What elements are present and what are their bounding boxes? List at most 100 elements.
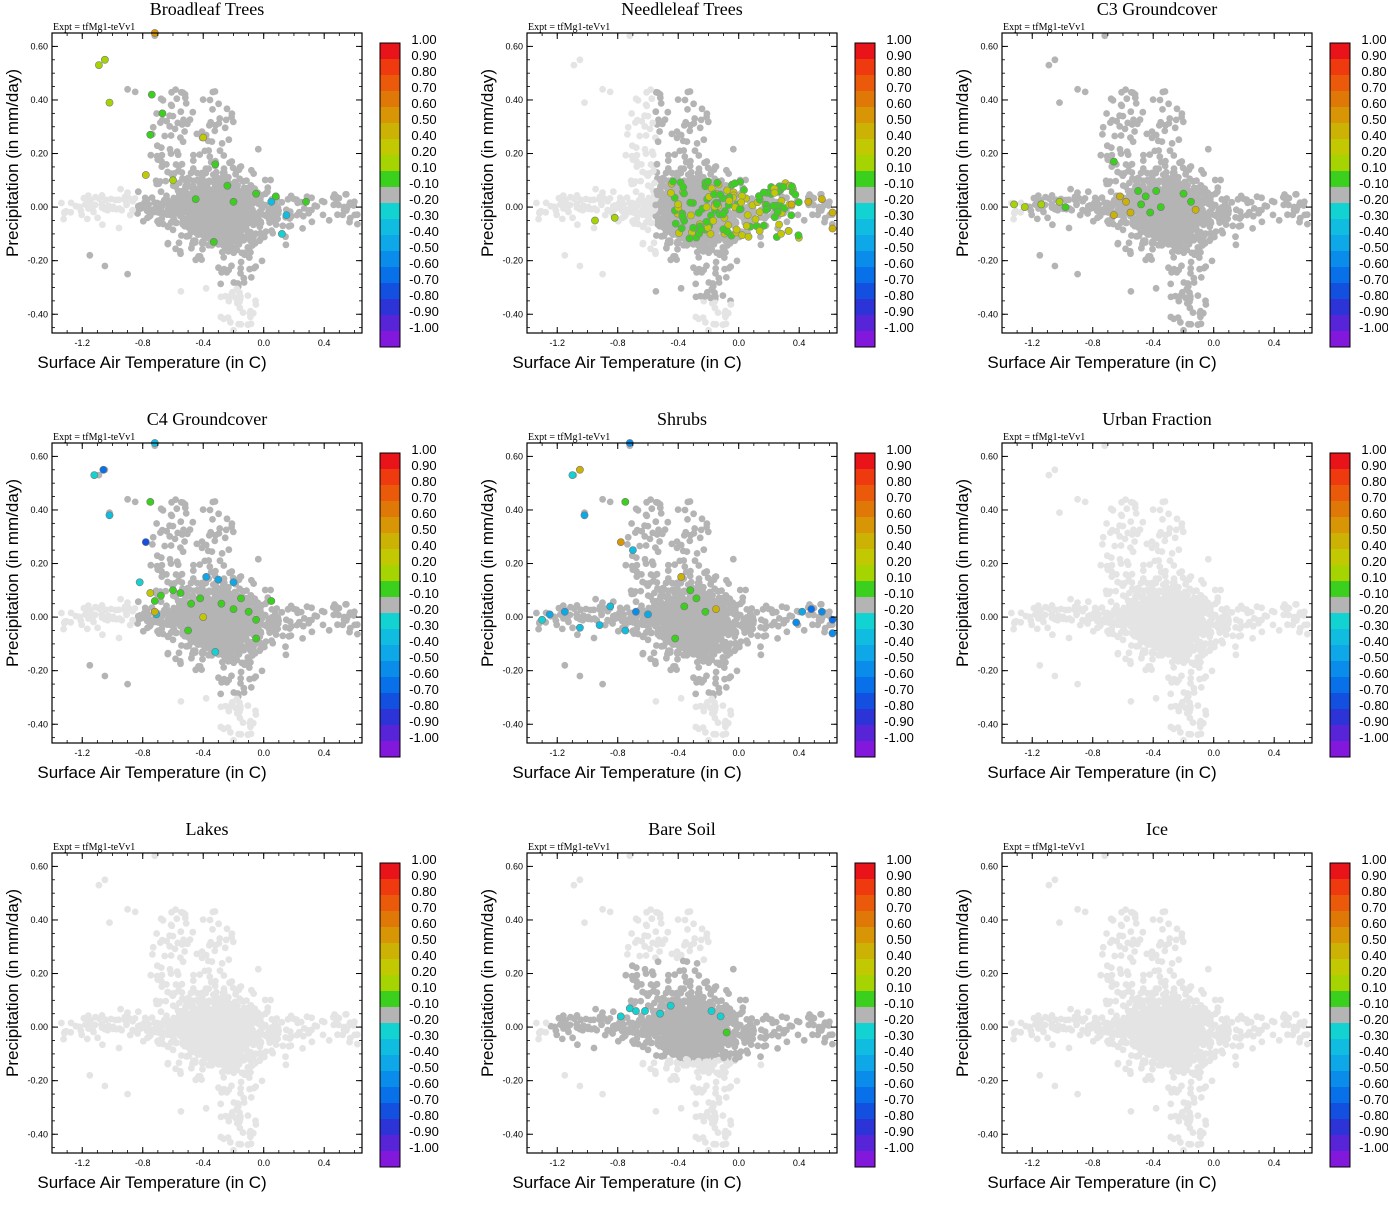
grid-point: [622, 151, 630, 159]
colorbar-swatch: [1330, 299, 1350, 315]
grid-point: [1165, 100, 1172, 108]
data-point: [1146, 208, 1155, 217]
data-point: [697, 225, 705, 234]
grid-point: [161, 132, 169, 140]
grid-point: [1162, 121, 1169, 129]
grid-point: [695, 171, 702, 179]
grid-point: [578, 205, 586, 212]
grid-point: [1117, 150, 1125, 158]
data-point: [1187, 197, 1195, 206]
grid-point: [1096, 206, 1103, 214]
y-tick-label: 0.00: [30, 202, 48, 212]
colorbar-label: 0.20: [1361, 144, 1386, 159]
grid-point: [671, 151, 679, 159]
grid-point: [535, 215, 542, 223]
grid-point: [599, 270, 606, 278]
data-point: [743, 211, 752, 219]
grid-point: [245, 254, 253, 261]
grid-point: [1148, 256, 1155, 263]
data-point: [737, 198, 746, 207]
colorbar-label: 0.50: [886, 112, 911, 127]
grid-point: [1139, 182, 1147, 190]
grid-point: [227, 247, 235, 254]
grid-point: [646, 198, 653, 206]
grid-point: [656, 128, 663, 135]
data-point: [1141, 192, 1150, 201]
grid-point: [1186, 175, 1194, 183]
grid-point: [206, 153, 214, 161]
colorbar-swatch: [1330, 267, 1350, 283]
grid-point: [642, 132, 650, 139]
grid-point: [809, 211, 816, 219]
grid-point: [198, 256, 206, 263]
grid-point: [644, 182, 652, 190]
grid-point: [1010, 215, 1017, 223]
grid-point: [1167, 280, 1175, 288]
grid-point: [691, 147, 699, 155]
x-axis-label: Surface Air Temperature (in C): [512, 353, 741, 372]
grid-point: [642, 101, 650, 109]
grid-point: [712, 163, 720, 170]
grid-point: [1128, 160, 1136, 168]
grid-point: [250, 580, 257, 587]
grid-point: [626, 199, 633, 207]
grid-point: [247, 182, 255, 189]
colorbar-label: -0.90: [409, 304, 439, 319]
grid-point: [705, 326, 712, 333]
grid-point: [229, 593, 237, 601]
grid-point: [1098, 194, 1106, 202]
grid-point: [1156, 153, 1164, 161]
grid-point: [262, 190, 269, 198]
data-point: [282, 211, 291, 219]
grid-point: [222, 116, 230, 124]
grid-point: [353, 211, 361, 219]
grid-point: [1101, 199, 1108, 207]
grid-point: [1067, 185, 1074, 193]
grid-point: [1117, 101, 1125, 109]
grid-point: [649, 119, 657, 127]
data-point: [252, 189, 260, 198]
grid-point: [1154, 137, 1162, 145]
grid-point: [826, 198, 833, 206]
colorbar-label: 0.10: [886, 160, 911, 175]
grid-point: [261, 586, 269, 594]
colorbar-swatch: [855, 203, 875, 219]
data-point: [769, 201, 778, 210]
data-point: [702, 203, 711, 211]
grid-point: [169, 636, 177, 644]
x-axis-label: Surface Air Temperature (in C): [987, 353, 1216, 372]
y-tick-label: 0.20: [30, 149, 48, 159]
grid-point: [665, 151, 672, 159]
grid-point: [680, 122, 688, 129]
grid-point: [308, 206, 315, 214]
grid-point: [1140, 151, 1147, 159]
colorbar-label: -0.60: [884, 256, 914, 271]
grid-point: [1159, 236, 1166, 244]
grid-point: [1211, 201, 1219, 209]
data-point: [738, 192, 746, 200]
data-point: [709, 216, 718, 225]
grid-point: [139, 217, 147, 225]
grid-point: [676, 147, 684, 155]
data-point: [804, 197, 813, 206]
grid-point: [99, 221, 106, 229]
grid-point: [1228, 198, 1236, 206]
grid-point: [1112, 177, 1120, 185]
grid-point: [1117, 132, 1125, 139]
grid-point: [290, 195, 298, 203]
colorbar-label: -0.50: [884, 240, 914, 255]
grid-point: [180, 116, 187, 124]
grid-point: [192, 666, 200, 674]
grid-point: [1175, 232, 1183, 240]
grid-point: [107, 195, 115, 203]
y-tick-label: 0.60: [30, 41, 48, 51]
grid-point: [707, 294, 714, 302]
grid-point: [681, 153, 689, 161]
grid-point: [162, 198, 169, 205]
colorbar-swatch: [1330, 91, 1350, 107]
grid-point: [1109, 96, 1117, 104]
grid-point: [626, 32, 634, 40]
grid-point: [342, 190, 350, 198]
grid-point: [692, 313, 700, 321]
